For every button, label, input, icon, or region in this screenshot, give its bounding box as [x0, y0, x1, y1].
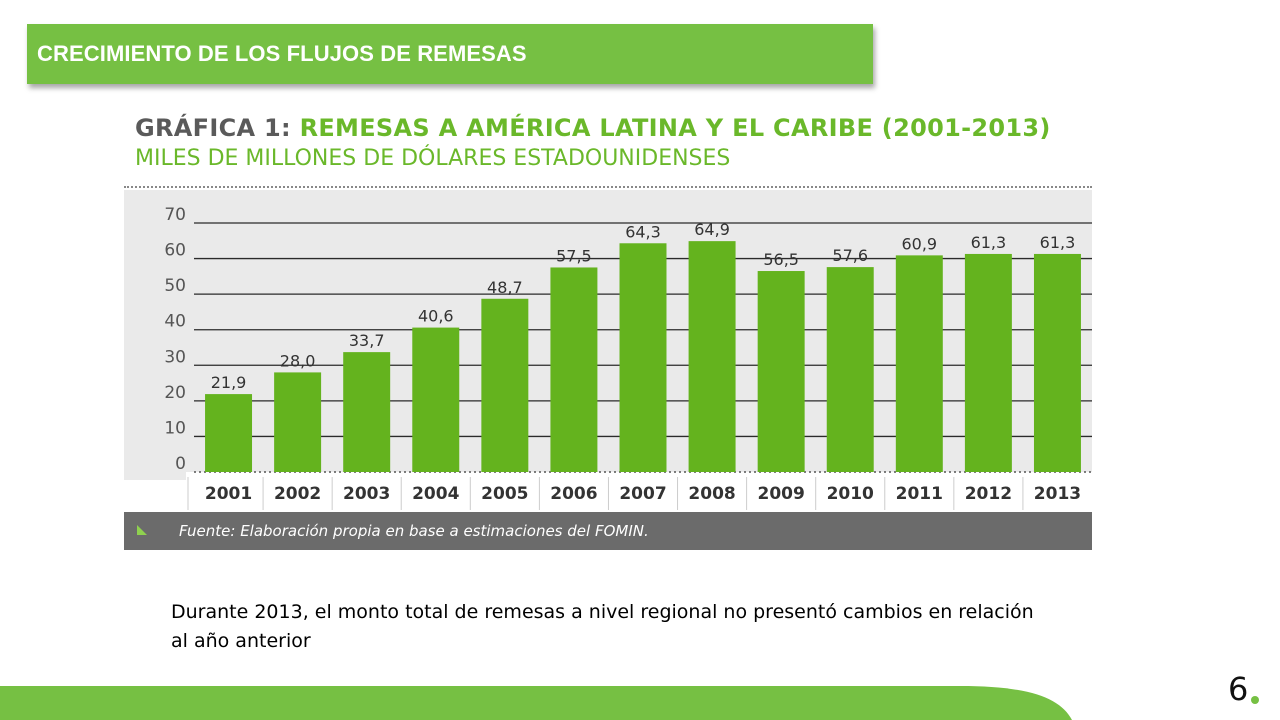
bar [619, 243, 667, 472]
y-tick-label: 30 [164, 347, 186, 367]
x-tick-label: 2008 [688, 484, 735, 504]
bar [757, 271, 805, 472]
x-tick-label: 2010 [827, 484, 874, 504]
data-label: 61,3 [971, 233, 1007, 252]
data-label: 57,6 [832, 246, 868, 265]
bar [550, 267, 598, 472]
source-triangle-icon [137, 525, 147, 535]
x-tick-label: 2012 [965, 484, 1012, 504]
data-label: 61,3 [1040, 233, 1076, 252]
bar [895, 255, 943, 472]
chart-title: GRÁFICA 1: REMESAS A AMÉRICA LATINA Y EL… [135, 114, 1051, 142]
x-tick-label: 2004 [412, 484, 459, 504]
x-axis-band [186, 472, 1092, 512]
source-text: Fuente: Elaboración propia en base a est… [179, 522, 649, 540]
x-tick-label: 2006 [550, 484, 597, 504]
header-banner: CRECIMIENTO DE LOS FLUJOS DE REMESAS [27, 24, 873, 84]
x-tick-label: 2007 [619, 484, 666, 504]
data-label: 64,9 [694, 220, 730, 239]
source-bar [124, 512, 1092, 550]
bar [274, 372, 322, 472]
page-number: 6 [1228, 670, 1249, 708]
bar [1033, 253, 1081, 472]
body-text: Durante 2013, el monto total de remesas … [171, 601, 1034, 652]
x-tick-label: 2002 [274, 484, 321, 504]
data-label: 48,7 [487, 278, 523, 297]
data-label: 21,9 [211, 373, 247, 392]
bar [964, 253, 1012, 472]
x-tick-label: 2005 [481, 484, 528, 504]
data-label: 64,3 [625, 222, 661, 241]
chart-divider [124, 186, 1092, 188]
chart-subtitle: MILES DE MILLONES DE DÓLARES ESTADOUNIDE… [135, 146, 731, 171]
data-label: 57,5 [556, 246, 592, 265]
bar-chart: 0 10 20 30 40 50 60 70 21,9 28,0 33,7 40,6 48,7 57,5 6… [124, 190, 1092, 550]
data-label: 28,0 [280, 351, 316, 370]
data-label: 33,7 [349, 331, 385, 350]
data-label: 40,6 [418, 307, 454, 326]
bottom-swoosh [0, 686, 1072, 720]
data-label: 60,9 [901, 234, 937, 253]
bar [205, 394, 253, 472]
y-tick-label: 10 [164, 418, 186, 438]
bar [688, 241, 736, 472]
y-tick-label: 70 [164, 205, 186, 225]
chart-title-main: REMESAS A AMÉRICA LATINA Y EL CARIBE (20… [299, 114, 1051, 142]
bar [481, 298, 529, 472]
x-tick-label: 2009 [757, 484, 804, 504]
x-tick-label: 2001 [205, 484, 252, 504]
page-title: CRECIMIENTO DE LOS FLUJOS DE REMESAS [37, 41, 527, 66]
x-tick-label: 2013 [1034, 484, 1081, 504]
y-tick-label: 20 [164, 383, 186, 403]
y-tick-label: 60 [164, 241, 186, 261]
data-label: 56,5 [763, 250, 799, 269]
bar [826, 267, 874, 472]
chart-title-prefix: GRÁFICA 1: [135, 114, 291, 142]
x-tick-label: 2011 [896, 484, 943, 504]
y-tick-label: 40 [164, 312, 186, 332]
page-number-dot [1251, 696, 1259, 704]
bar [412, 327, 460, 472]
x-tick-label: 2003 [343, 484, 390, 504]
y-tick-label: 0 [175, 454, 186, 474]
bar [343, 352, 391, 472]
y-tick-label: 50 [164, 276, 186, 296]
